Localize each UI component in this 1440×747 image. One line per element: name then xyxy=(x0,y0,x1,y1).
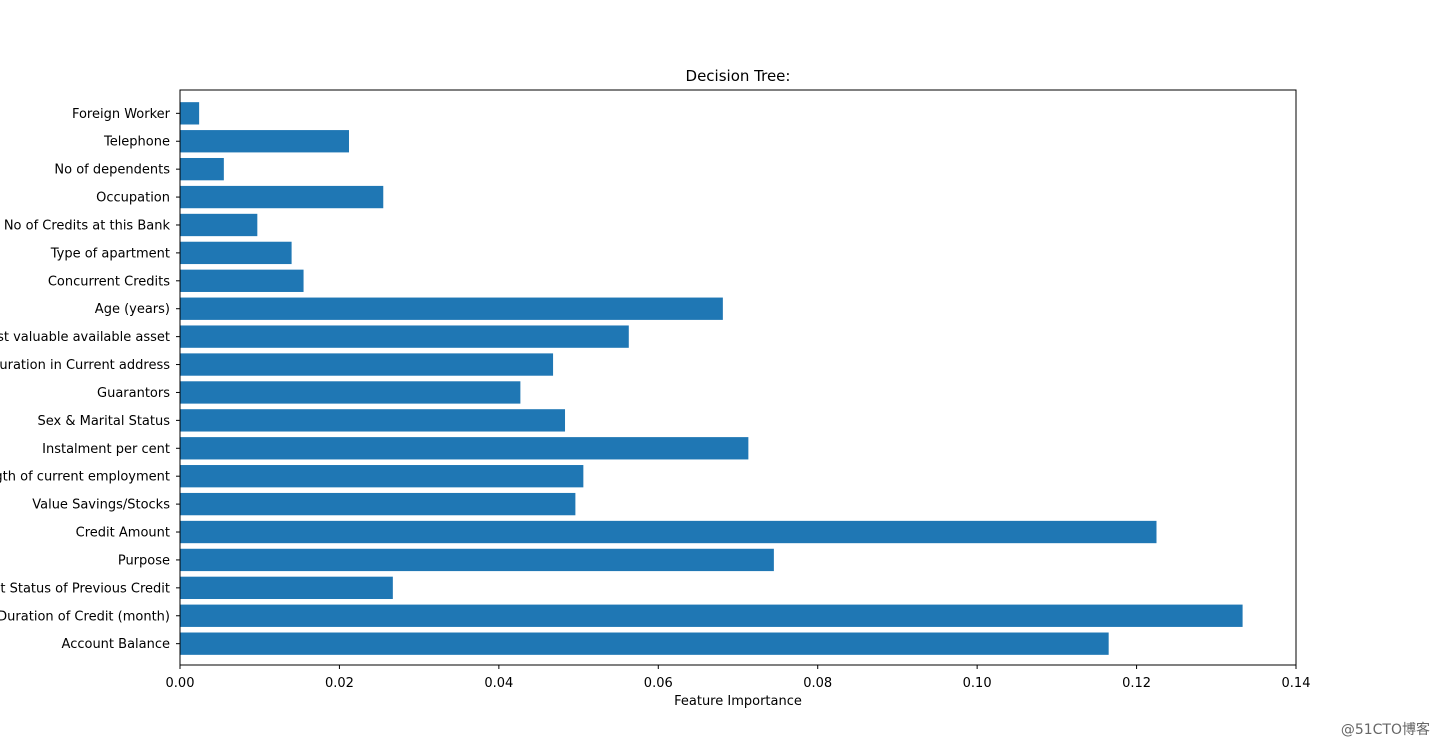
bars-group xyxy=(180,102,1243,655)
x-tick-label-6: 0.12 xyxy=(1122,676,1151,691)
y-tick-label-11: Most valuable available asset xyxy=(0,330,170,345)
y-tick-label-16: Occupation xyxy=(96,191,170,206)
x-tick-label-2: 0.04 xyxy=(484,676,513,691)
bar-14 xyxy=(180,241,292,265)
x-axis-label: Feature Importance xyxy=(674,694,802,709)
y-axis-ticks: Account Balance Duration of Credit (month… xyxy=(0,107,180,652)
bar-6 xyxy=(180,465,584,488)
chart-title: Decision Tree: xyxy=(686,67,791,85)
y-tick-label-4: Credit Amount xyxy=(76,526,170,541)
bar-9 xyxy=(180,381,521,404)
y-tick-label-18: Telephone xyxy=(103,135,170,150)
bar-12 xyxy=(180,297,723,320)
y-tick-label-3: Purpose xyxy=(118,553,170,568)
bar-19 xyxy=(180,102,200,125)
y-tick-label-0: Account Balance xyxy=(62,637,170,652)
bar-15 xyxy=(180,213,258,237)
bar-17 xyxy=(180,157,224,181)
y-tick-label-14: Type of apartment xyxy=(50,246,170,261)
bar-18 xyxy=(180,130,349,153)
y-tick-label-17: No of dependents xyxy=(54,163,170,178)
y-tick-label-6: Length of current employment xyxy=(0,470,170,485)
plot-frame xyxy=(179,89,1297,666)
watermark: @51CTO博客 xyxy=(1340,722,1430,738)
y-tick-label-7: Instalment per cent xyxy=(42,442,170,457)
x-tick-label-5: 0.10 xyxy=(963,676,992,691)
bar-3 xyxy=(180,548,774,572)
y-tick-label-2: Payment Status of Previous Credit xyxy=(0,581,170,596)
bar-10 xyxy=(180,353,554,376)
x-tick-label-3: 0.06 xyxy=(644,676,673,691)
bar-8 xyxy=(180,409,566,432)
bar-2 xyxy=(180,576,393,600)
y-tick-label-5: Value Savings/Stocks xyxy=(32,498,170,513)
y-tick-label-8: Sex & Marital Status xyxy=(38,414,171,429)
bar-1 xyxy=(180,604,1243,627)
bar-16 xyxy=(180,185,384,209)
y-tick-label-9: Guarantors xyxy=(97,386,170,401)
bar-11 xyxy=(180,325,629,348)
y-tick-label-19: Foreign Worker xyxy=(72,107,171,122)
bar-0 xyxy=(180,632,1109,655)
x-tick-label-4: 0.08 xyxy=(803,676,832,691)
x-tick-label-0: 0.00 xyxy=(166,676,195,691)
y-tick-label-1: Duration of Credit (month) xyxy=(0,609,170,624)
bar-7 xyxy=(180,437,749,460)
y-tick-label-15: No of Credits at this Bank xyxy=(4,218,171,233)
x-axis-ticks: 0.00 0.02 0.04 0.06 0.08 0.10 0.12 0.14 xyxy=(166,665,1311,691)
x-tick-label-1: 0.02 xyxy=(325,676,354,691)
y-tick-label-13: Concurrent Credits xyxy=(48,274,170,289)
x-tick-label-7: 0.14 xyxy=(1282,676,1311,691)
y-tick-label-12: Age (years) xyxy=(95,302,170,317)
y-tick-label-10: Duration in Current address xyxy=(0,358,170,373)
bar-4 xyxy=(180,520,1157,544)
bar-13 xyxy=(180,269,304,292)
bar-5 xyxy=(180,492,576,516)
